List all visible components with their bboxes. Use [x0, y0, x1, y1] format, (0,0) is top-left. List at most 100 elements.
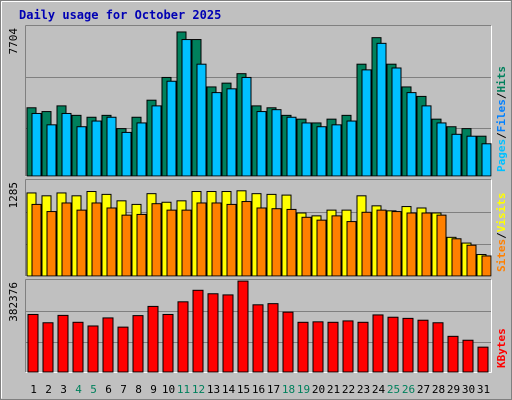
bar-kbytes-5 [87, 325, 99, 373]
x-tick-label-31: 31 [477, 383, 490, 396]
legend-item-sites: Sites [495, 239, 508, 272]
chart-title: Daily usage for October 2025 [19, 8, 221, 22]
bar-kbytes-30 [462, 339, 474, 373]
bar-kbytes-20 [312, 321, 324, 373]
x-tick-label-13: 13 [207, 383, 220, 396]
x-tick-label-18: 18 [282, 383, 295, 396]
bar-kbytes-27 [417, 319, 429, 373]
bar-sites-9 [151, 203, 162, 277]
bar-kbytes-4 [72, 321, 84, 373]
x-tick-label-27: 27 [417, 383, 430, 396]
y-tick-label: 382376 [7, 282, 20, 322]
bar-sites-12 [196, 202, 207, 277]
x-tick-label-29: 29 [447, 383, 460, 396]
x-tick-label-25: 25 [387, 383, 400, 396]
bar-pages-9 [151, 105, 162, 177]
bar-sites-7 [121, 214, 132, 277]
bar-kbytes-11 [177, 301, 189, 373]
x-tick-label-22: 22 [342, 383, 355, 396]
bar-sites-16 [256, 207, 267, 277]
x-tick-label-12: 12 [192, 383, 205, 396]
x-tick-label-4: 4 [75, 383, 82, 396]
bar-pages-2 [46, 124, 57, 177]
bar-kbytes-10 [162, 313, 174, 373]
bar-sites-21 [331, 215, 342, 277]
legend-separator: / [495, 132, 508, 139]
x-tick-label-5: 5 [90, 383, 97, 396]
bar-sites-11 [181, 209, 192, 277]
x-tick-label-6: 6 [105, 383, 112, 396]
legend-hits_files_pages: Pages/Files/Hits [495, 66, 508, 172]
bar-pages-4 [76, 126, 87, 177]
bar-kbytes-13 [207, 293, 219, 373]
bar-pages-21 [331, 124, 342, 177]
bar-pages-20 [316, 126, 327, 177]
x-tick-label-26: 26 [402, 383, 415, 396]
x-tick-label-20: 20 [312, 383, 325, 396]
bar-sites-29 [451, 238, 462, 277]
x-tick-label-19: 19 [297, 383, 310, 396]
bar-sites-19 [301, 216, 312, 277]
y-tick-label: 1285 [7, 182, 20, 209]
bar-kbytes-7 [117, 326, 129, 373]
bar-kbytes-12 [192, 289, 204, 373]
bar-pages-31 [481, 143, 492, 177]
legend-separator: / [495, 232, 508, 239]
x-tick-label-14: 14 [222, 383, 236, 396]
bar-sites-2 [46, 211, 57, 277]
x-tick-label-30: 30 [462, 383, 475, 396]
x-tick-label-28: 28 [432, 383, 445, 396]
bar-kbytes-6 [102, 317, 114, 373]
bar-sites-28 [436, 214, 447, 277]
bar-kbytes-15 [237, 280, 249, 373]
bar-kbytes-21 [327, 321, 339, 373]
legend-item-files: Files [495, 99, 508, 132]
bar-sites-24 [376, 209, 387, 277]
bar-kbytes-3 [57, 314, 69, 373]
bar-sites-3 [61, 202, 72, 277]
bar-kbytes-1 [27, 313, 39, 373]
legend-item-pages: Pages [495, 139, 508, 172]
bar-kbytes-28 [432, 322, 444, 373]
bar-sites-6 [106, 207, 117, 277]
bar-kbytes-2 [42, 322, 54, 373]
bar-sites-30 [466, 244, 477, 277]
bar-sites-25 [391, 211, 402, 277]
bar-sites-15 [241, 201, 252, 277]
bar-sites-18 [286, 208, 297, 277]
bar-pages-30 [466, 135, 477, 177]
bar-pages-1 [31, 112, 42, 177]
bar-kbytes-16 [252, 304, 264, 373]
bar-pages-11 [181, 39, 192, 177]
x-tick-label-16: 16 [252, 383, 265, 396]
bar-pages-5 [91, 120, 102, 177]
bar-kbytes-22 [342, 320, 354, 373]
bar-kbytes-24 [372, 314, 384, 373]
x-tick-label-2: 2 [45, 383, 52, 396]
x-tick-label-23: 23 [357, 383, 370, 396]
x-tick-label-9: 9 [150, 383, 157, 396]
x-tick-label-11: 11 [177, 383, 190, 396]
bar-pages-17 [271, 109, 282, 177]
bar-sites-4 [76, 209, 87, 277]
bar-pages-6 [106, 116, 117, 177]
bar-pages-28 [436, 122, 447, 177]
bar-pages-8 [136, 122, 147, 177]
bar-kbytes-14 [222, 294, 234, 373]
bar-pages-10 [166, 80, 177, 177]
x-tick-label-10: 10 [162, 383, 175, 396]
legend-item-hits: Hits [495, 66, 508, 93]
x-tick-label-21: 21 [327, 383, 340, 396]
bar-kbytes-31 [477, 346, 489, 373]
panel-kbytes: 382376 KBytes [7, 279, 508, 373]
bar-pages-16 [256, 111, 267, 177]
x-tick-label-1: 1 [30, 383, 37, 396]
bar-pages-12 [196, 63, 207, 177]
bar-kbytes-23 [357, 321, 369, 373]
bar-sites-20 [316, 219, 327, 277]
bar-kbytes-8 [132, 315, 144, 373]
bar-kbytes-29 [447, 335, 459, 373]
